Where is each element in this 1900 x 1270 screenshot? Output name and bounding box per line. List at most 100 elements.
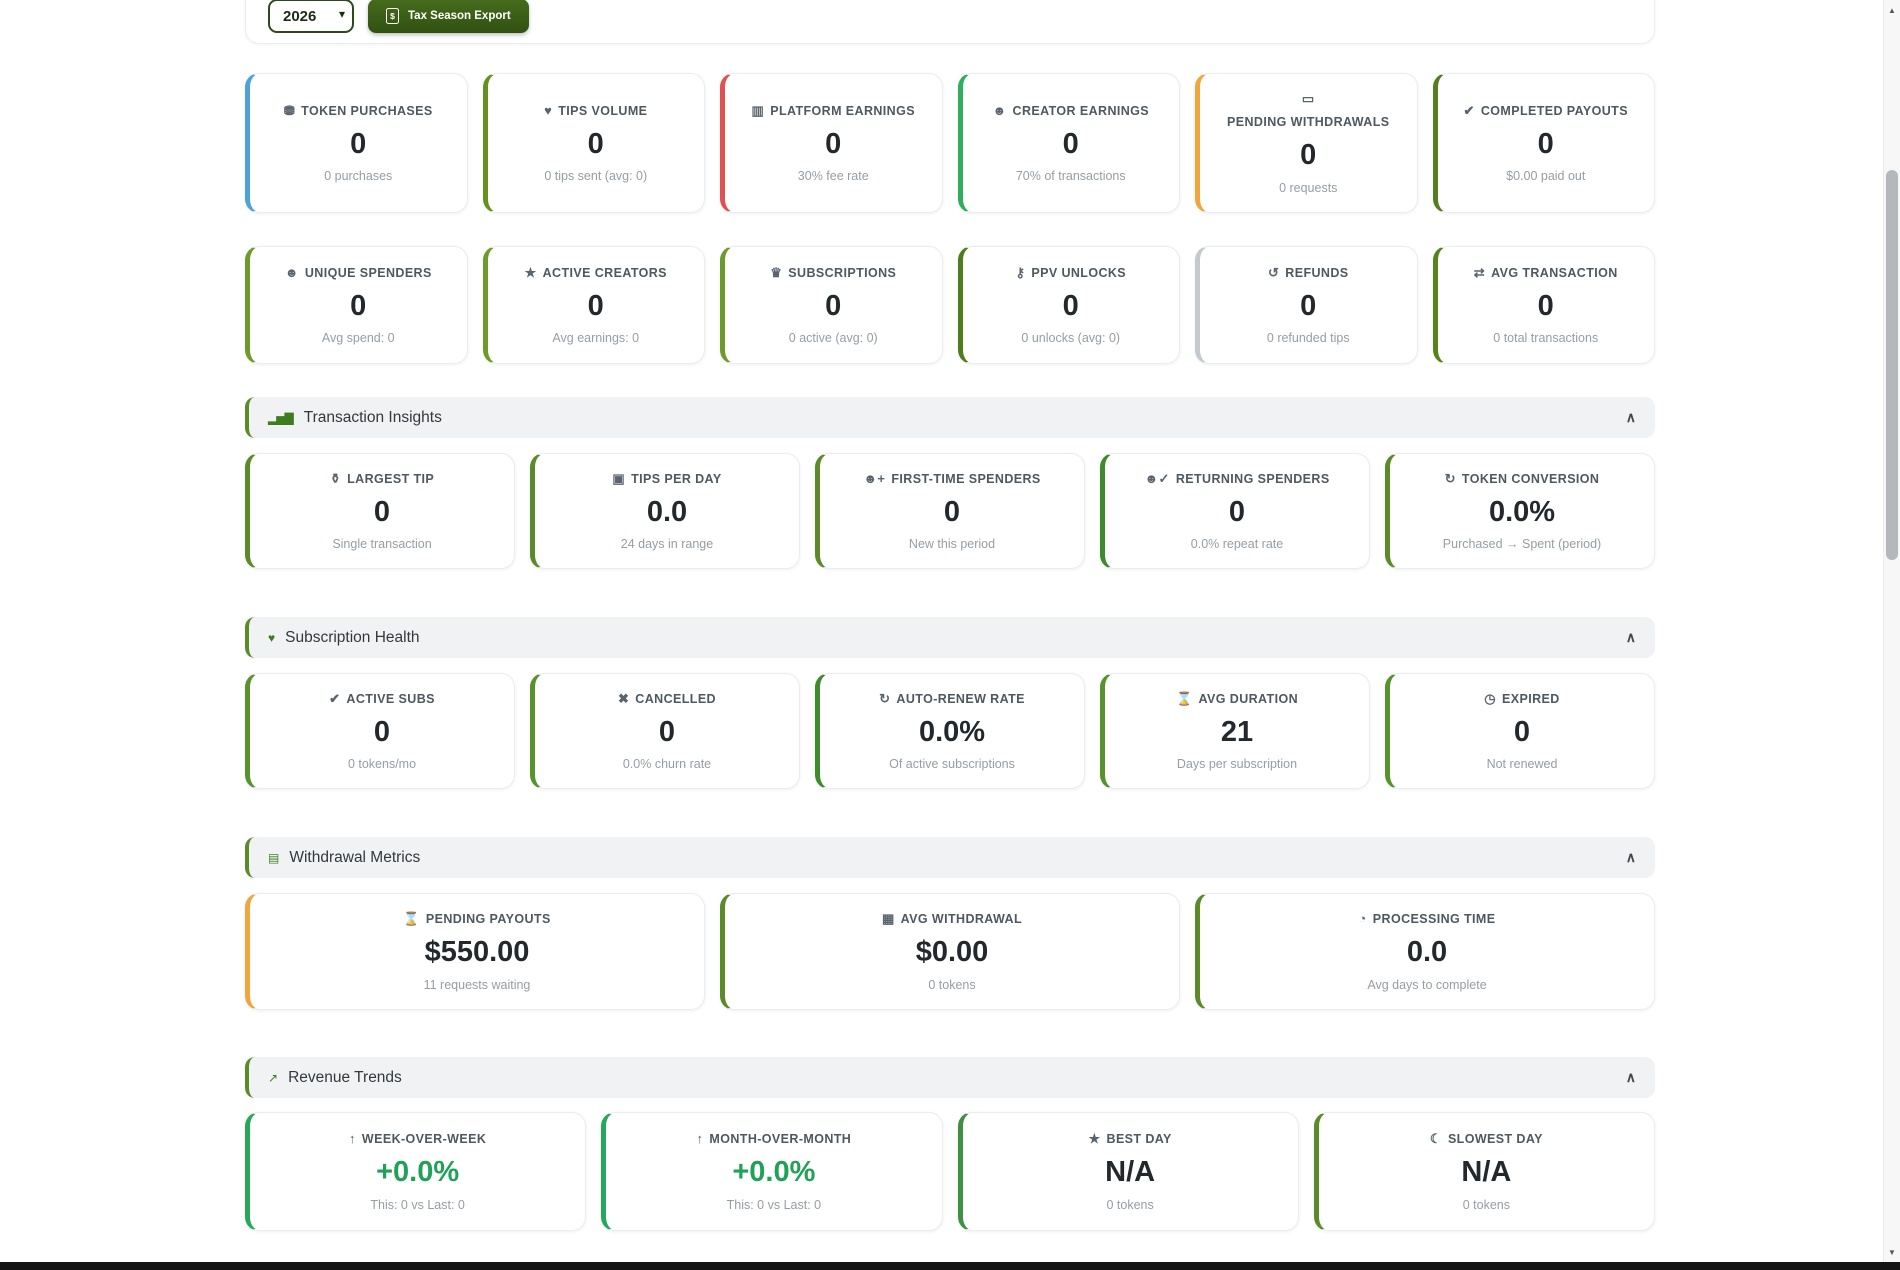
card-subtext: This: 0 vs Last: 0 <box>370 1197 465 1212</box>
card-subtext: New this period <box>908 537 996 552</box>
stat-card-refunds: ↺ REFUNDS 0 0 refunded tips <box>1195 246 1418 364</box>
times-circle-icon: ✖ <box>618 690 630 706</box>
card-value: 0.0% <box>918 715 986 748</box>
card-subtext: Of active subscriptions <box>889 757 1015 772</box>
card-value: 0 <box>825 127 842 160</box>
card-value: +0.0% <box>376 1156 460 1188</box>
scroll-up-button[interactable]: ▲ <box>1888 5 1896 15</box>
card-subtext: Avg days to complete <box>1367 977 1487 992</box>
stat-card-processing-time: ◔ PROCESSING TIME 0.0 Avg days to complet… <box>1195 893 1655 1010</box>
card-label-text: FIRST-TIME SPENDERS <box>891 471 1041 486</box>
card-label-text: AUTO-RENEW RATE <box>896 691 1025 706</box>
card-label-text: SUBSCRIPTIONS <box>788 265 897 280</box>
tax-season-export-button[interactable]: $ Tax Season Export <box>368 0 529 33</box>
section-header-revenue-trends[interactable]: ↗ Revenue Trends ∧ <box>245 1057 1655 1098</box>
card-value: N/A <box>1105 1156 1156 1188</box>
calendar-icon: ▣ <box>612 470 626 486</box>
scrollbar-thumb[interactable] <box>1886 170 1898 560</box>
card-subtext: 70% of transactions <box>1015 169 1126 184</box>
stat-card-completed-payouts: ✔ COMPLETED PAYOUTS 0 $0.00 paid out <box>1432 73 1655 213</box>
year-select[interactable]: 2026 <box>268 0 354 33</box>
card-value: 0 <box>1300 138 1317 171</box>
receipt-dollar-icon: $ <box>386 8 399 24</box>
section-header-subscription-health[interactable]: ♥ Subscription Health ∧ <box>245 617 1655 658</box>
scrollbar-track[interactable]: ▲ ▼ <box>1883 0 1900 1262</box>
section-title: Withdrawal Metrics <box>289 848 421 866</box>
user-check-icon: ☻✓ <box>1144 470 1170 486</box>
card-label: ★ ACTIVE CREATORS <box>525 265 667 282</box>
stat-card-avg-withdrawal: ▦ AVG WITHDRAWAL $0.00 0 tokens <box>720 893 1180 1010</box>
chevron-up-icon[interactable]: ∧ <box>1625 409 1636 425</box>
card-subtext: 0 unlocks (avg: 0) <box>1021 331 1121 346</box>
section-header-transaction-insights[interactable]: ▂▅▇ Transaction Insights ∧ <box>245 397 1655 438</box>
card-subtext: 0 purchases <box>324 169 393 184</box>
card-label: ⌛ AVG DURATION <box>1176 691 1298 708</box>
card-label-text: WEEK-OVER-WEEK <box>361 1132 487 1147</box>
chevron-up-icon[interactable]: ∧ <box>1625 1069 1636 1085</box>
card-subtext: Single transaction <box>332 537 432 552</box>
card-label-text: TOKEN CONVERSION <box>1461 471 1600 486</box>
stats-row-transaction-insights: ⚱ LARGEST TIP 0 Single transaction ▣ TIPS … <box>245 453 1655 569</box>
card-subtext: 11 requests waiting <box>423 977 531 992</box>
check-circle-icon: ✔ <box>1463 102 1475 118</box>
sync-icon: ↻ <box>1444 470 1456 486</box>
chevron-up-icon[interactable]: ∧ <box>1625 629 1636 645</box>
stat-card-first-time-spenders: ☻+ FIRST-TIME SPENDERS 0 New this period <box>815 453 1085 569</box>
scroll-down-button[interactable]: ▼ <box>1888 1247 1896 1257</box>
card-label-text: BEST DAY <box>1106 1132 1172 1147</box>
card-value: 21 <box>1220 715 1254 748</box>
stat-card-auto-renew-rate: ↻ AUTO-RENEW RATE 0.0% Of active subscrip… <box>815 673 1085 789</box>
section-header-withdrawal-metrics[interactable]: ▤ Withdrawal Metrics ∧ <box>245 837 1655 878</box>
card-label-text: TOKEN PURCHASES <box>301 103 433 118</box>
card-label: ✔ ACTIVE SUBS <box>329 691 435 708</box>
card-label: ✖ CANCELLED <box>618 691 716 708</box>
card-label-text: UNIQUE SPENDERS <box>304 265 432 280</box>
card-subtext: $0.00 paid out <box>1506 169 1586 184</box>
card-subtext: 0 tips sent (avg: 0) <box>544 169 648 184</box>
clock-icon: ◷ <box>1484 690 1497 706</box>
unlock-icon: ⚷ <box>1015 264 1026 280</box>
card-label-text: RETURNING SPENDERS <box>1175 471 1330 486</box>
arrow-up-icon: ↑ <box>696 1131 704 1147</box>
chevron-up-icon[interactable]: ∧ <box>1625 849 1636 865</box>
card-value: 0 <box>587 289 604 322</box>
card-label: ✔ COMPLETED PAYOUTS <box>1464 103 1628 120</box>
star-icon: ★ <box>524 264 537 280</box>
stat-card-month-over-month: ↑ MONTH-OVER-MONTH +0.0% This: 0 vs Last:… <box>601 1112 943 1231</box>
card-label: ☻ UNIQUE SPENDERS <box>285 265 432 282</box>
card-label: ⚷ PPV UNLOCKS <box>1015 265 1126 282</box>
stat-card-returning-spenders: ☻✓ RETURNING SPENDERS 0 0.0% repeat rate <box>1100 453 1370 569</box>
card-value: 0.0 <box>646 495 688 528</box>
card-value: 0 <box>350 127 367 160</box>
card-value: 0 <box>825 289 842 322</box>
card-label: ♛ SUBSCRIPTIONS <box>770 265 896 282</box>
card-subtext: Avg earnings: 0 <box>552 331 640 346</box>
year-select-wrapper: 2026 ▾ <box>268 0 354 33</box>
card-subtext: 0 requests <box>1279 180 1338 195</box>
stats-row-revenue-trends: ↑ WEEK-OVER-WEEK +0.0% This: 0 vs Last: 0… <box>245 1112 1655 1231</box>
stat-card-slowest-day: ☾ SLOWEST DAY N/A 0 tokens <box>1313 1112 1655 1231</box>
card-label-text: ACTIVE SUBS <box>346 691 435 706</box>
toolbar: 2026 ▾ $ Tax Season Export <box>268 0 529 33</box>
card-label: ⇄ AVG TRANSACTION <box>1474 265 1618 282</box>
card-value: $550.00 <box>424 936 530 968</box>
stat-card-avg-duration: ⌛ AVG DURATION 21 Days per subscription <box>1100 673 1370 789</box>
stat-card-expired: ◷ EXPIRED 0 Not renewed <box>1385 673 1655 789</box>
card-label-text: AVG DURATION <box>1198 691 1299 706</box>
building-icon: ▥ <box>751 102 765 118</box>
card-label: ▦ AVG WITHDRAWAL <box>882 911 1022 928</box>
line-chart-icon: ↗ <box>268 1070 278 1085</box>
export-button-label: Tax Season Export <box>408 10 511 22</box>
undo-icon: ↺ <box>1267 264 1280 280</box>
card-subtext: 0 tokens/mo <box>347 757 417 772</box>
card-label-text: PPV UNLOCKS <box>1031 265 1127 280</box>
stat-card-pending-withdrawals: ▭ PENDING WITHDRAWALS 0 0 requests <box>1195 73 1418 213</box>
stat-card-best-day: ★ BEST DAY N/A 0 tokens <box>957 1112 1299 1231</box>
card-subtext: Purchased → Spent (period) <box>1442 537 1602 552</box>
stat-card-week-over-week: ↑ WEEK-OVER-WEEK +0.0% This: 0 vs Last: 0 <box>245 1112 587 1231</box>
card-label-text: PENDING WITHDRAWALS <box>1227 115 1390 130</box>
card-subtext: 0.0% repeat rate <box>1190 537 1284 552</box>
users-icon: ☻ <box>284 264 299 280</box>
card-label: ▣ TIPS PER DAY <box>612 471 721 488</box>
